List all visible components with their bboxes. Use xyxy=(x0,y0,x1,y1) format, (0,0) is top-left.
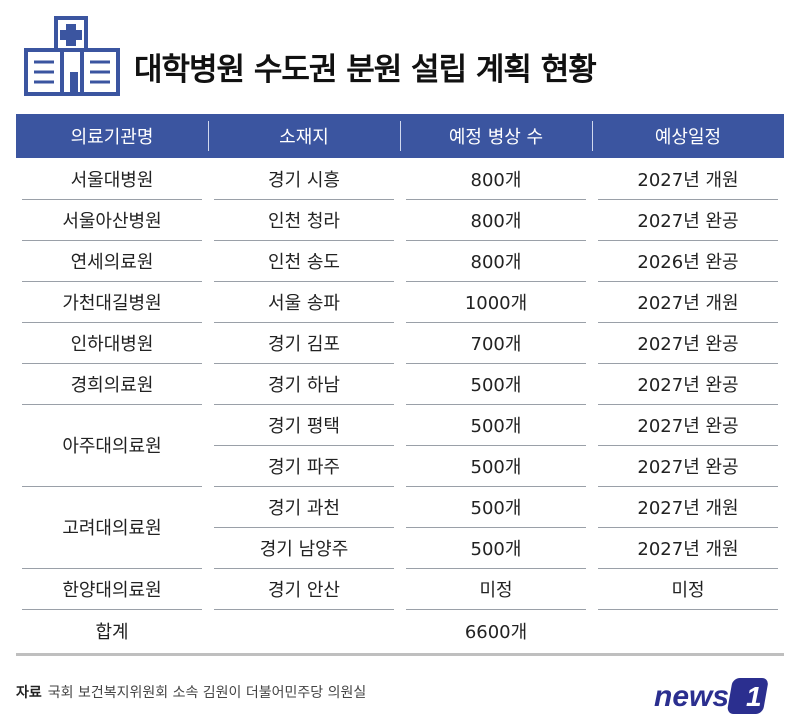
brand-mark: 1 xyxy=(746,681,762,712)
header: 대학병원 수도권 분원 설립 계획 현황 xyxy=(0,0,800,112)
total-location-empty xyxy=(208,609,400,653)
location-cell: 경기 평택 xyxy=(208,404,400,445)
location-cell: 인천 송도 xyxy=(208,240,400,281)
location-cell: 경기 파주 xyxy=(208,445,400,486)
schedule-cell: 2027년 개원 xyxy=(592,527,784,568)
location-cell: 경기 과천 xyxy=(208,486,400,527)
location-cell: 경기 하남 xyxy=(208,363,400,404)
institution-cell: 경희의료원 xyxy=(16,363,208,404)
table-row: 경기 남양주 500개 2027년 개원 xyxy=(16,527,784,568)
column-header-beds: 예정 병상 수 xyxy=(400,114,592,158)
table-row: 서울아산병원 인천 청라 800개 2027년 완공 xyxy=(16,199,784,240)
schedule-cell: 2027년 완공 xyxy=(592,404,784,445)
location-cell: 경기 김포 xyxy=(208,322,400,363)
schedule-cell: 2027년 완공 xyxy=(592,445,784,486)
table-row: 고려대의료원 경기 과천 500개 2027년 개원 xyxy=(16,486,784,568)
table-header-row: 의료기관명 소재지 예정 병상 수 예상일정 xyxy=(16,114,784,158)
beds-cell: 500개 xyxy=(400,363,592,404)
column-header-institution: 의료기관명 xyxy=(16,114,208,158)
total-label: 합계 xyxy=(16,609,208,653)
location-cell: 경기 시흥 xyxy=(268,169,340,191)
institution-cell: 서울아산병원 xyxy=(16,199,208,240)
schedule-cell: 미정 xyxy=(592,568,784,609)
institution-cell: 고려대의료원 xyxy=(16,486,208,568)
table-bottom-rule xyxy=(16,653,784,656)
hospital-plan-table: 의료기관명 소재지 예정 병상 수 예상일정 서울대병원 경기 시흥 800개 … xyxy=(16,114,784,656)
institution-cell: 가천대길병원 xyxy=(16,281,208,322)
column-header-schedule: 예상일정 xyxy=(592,114,784,158)
beds-cell: 500개 xyxy=(400,486,592,527)
beds-cell: 800개 xyxy=(400,240,592,281)
schedule-cell: 2027년 개원 xyxy=(637,169,739,191)
total-schedule-empty xyxy=(592,609,784,653)
table-row: 인하대병원 경기 김포 700개 2027년 완공 xyxy=(16,322,784,363)
beds-cell: 800개 xyxy=(400,199,592,240)
total-beds: 6600개 xyxy=(400,609,592,653)
beds-cell: 500개 xyxy=(400,527,592,568)
location-cell: 서울 송파 xyxy=(208,281,400,322)
institution-cell: 연세의료원 xyxy=(16,240,208,281)
column-header-location: 소재지 xyxy=(208,114,400,158)
table-row: 서울대병원 경기 시흥 800개 2027년 개원 xyxy=(16,158,784,199)
beds-cell: 미정 xyxy=(400,568,592,609)
hospital-building-icon xyxy=(24,16,120,96)
beds-cell: 800개 xyxy=(470,169,522,191)
institution-cell: 인하대병원 xyxy=(16,322,208,363)
institution-cell: 아주대의료원 xyxy=(16,404,208,486)
beds-cell: 700개 xyxy=(400,322,592,363)
institution-cell: 한양대의료원 xyxy=(16,568,208,609)
table-row: 한양대의료원 경기 안산 미정 미정 xyxy=(16,568,784,609)
table-row: 경기 파주 500개 2027년 완공 xyxy=(16,445,784,486)
location-cell: 인천 청라 xyxy=(208,199,400,240)
location-cell: 경기 안산 xyxy=(208,568,400,609)
brand-text: news xyxy=(654,680,729,713)
source-label: 자료 xyxy=(16,685,42,701)
schedule-cell: 2027년 개원 xyxy=(592,486,784,527)
source-text: 국회 보건복지위원회 소속 김원이 더불어민주당 의원실 xyxy=(47,685,367,701)
beds-cell: 1000개 xyxy=(400,281,592,322)
source-note: 자료 국회 보건복지위원회 소속 김원이 더불어민주당 의원실 xyxy=(16,682,366,702)
location-cell: 경기 남양주 xyxy=(208,527,400,568)
table-row: 경희의료원 경기 하남 500개 2027년 완공 xyxy=(16,363,784,404)
schedule-cell: 2027년 완공 xyxy=(592,322,784,363)
table-row: 아주대의료원 경기 평택 500개 2027년 완공 xyxy=(16,404,784,486)
table-row: 연세의료원 인천 송도 800개 2026년 완공 xyxy=(16,240,784,281)
beds-cell: 500개 xyxy=(400,445,592,486)
page-title: 대학병원 수도권 분원 설립 계획 현황 xyxy=(134,52,597,88)
institution-cell: 서울대병원 xyxy=(70,169,154,191)
schedule-cell: 2026년 완공 xyxy=(592,240,784,281)
news1-logo: news 1 xyxy=(654,678,768,714)
schedule-cell: 2027년 완공 xyxy=(592,363,784,404)
table-row: 가천대길병원 서울 송파 1000개 2027년 개원 xyxy=(16,281,784,322)
total-row: 합계 6600개 xyxy=(16,609,784,653)
schedule-cell: 2027년 완공 xyxy=(592,199,784,240)
beds-cell: 500개 xyxy=(400,404,592,445)
schedule-cell: 2027년 개원 xyxy=(592,281,784,322)
